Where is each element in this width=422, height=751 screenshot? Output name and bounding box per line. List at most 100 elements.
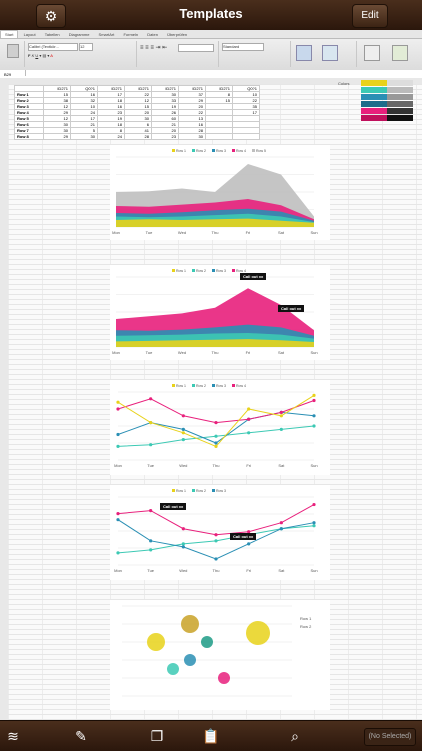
legend-swatch — [172, 149, 175, 152]
data-point — [247, 407, 251, 411]
color-swatch[interactable] — [361, 87, 387, 93]
x-tick-label: Wed — [178, 350, 186, 355]
x-tick-label: Thu — [212, 350, 219, 355]
table-cell[interactable]: 30 — [70, 133, 98, 140]
chart-bubble[interactable]: Row 1 Row 2 — [110, 600, 330, 710]
line-chart-1-svg: Mon Tue Wed Thu Fri Sat Sun Row 1 Row 2 Row 3 Row … — [114, 384, 318, 468]
font-group: Calibri (Textkör... 12 F K U ▾ ▤ ▾ A — [26, 41, 137, 67]
selection-status[interactable]: (No Selected) — [364, 728, 416, 746]
data-point — [116, 407, 120, 411]
legend-label: Row 4 — [236, 149, 246, 153]
ribbon: Start Layout Tabellen Diagramme SmartArt… — [0, 30, 422, 71]
data-point — [214, 557, 218, 561]
data-point — [247, 542, 251, 546]
format-buttons[interactable]: F K U ▾ ▤ ▾ A — [28, 53, 53, 58]
data-point — [181, 414, 185, 418]
table-cell[interactable]: Row 8 — [14, 133, 44, 140]
font-size-select[interactable]: 12 — [79, 43, 93, 51]
table-cell[interactable] — [205, 133, 233, 140]
color-swatch[interactable] — [361, 115, 387, 121]
settings-gear-icon[interactable]: ⚙ — [36, 4, 66, 28]
color-swatch[interactable] — [387, 115, 413, 121]
tab-start[interactable]: Start — [0, 30, 19, 38]
color-swatch[interactable] — [387, 94, 413, 100]
conditional-format-icon[interactable] — [296, 45, 312, 61]
tab-data[interactable]: Daten — [147, 32, 158, 37]
legend-label: Row 3 — [216, 489, 226, 493]
design-icon[interactable] — [392, 45, 408, 61]
tab-layout[interactable]: Layout — [23, 32, 36, 37]
tab-smartart[interactable]: SmartArt — [98, 32, 115, 37]
data-point — [149, 548, 153, 552]
edit-button[interactable]: Edit — [352, 4, 388, 28]
data-point — [279, 527, 283, 531]
tab-tables[interactable]: Tabellen — [44, 32, 60, 37]
cells-group — [358, 41, 420, 67]
font-name-select[interactable]: Calibri (Textkör... — [28, 43, 78, 51]
table-row: Row 5 12 17 19 30 60 13 — [14, 115, 260, 122]
legend-swatch — [192, 269, 195, 272]
alignment-buttons[interactable]: ≡ ≡ ≡ ⇥ ⇤ — [140, 45, 168, 51]
table-cell[interactable]: 24 — [97, 133, 125, 140]
legend-swatch — [212, 489, 215, 492]
color-swatch[interactable] — [361, 80, 387, 86]
color-swatch[interactable] — [387, 87, 413, 93]
bubble-point — [246, 621, 270, 645]
legend-swatch — [232, 269, 235, 272]
wifi-icon[interactable]: ≋ — [7, 728, 19, 744]
cell-reference[interactable]: B29 — [4, 72, 12, 77]
data-point — [116, 432, 120, 437]
data-point — [279, 521, 283, 525]
actions-icon[interactable] — [364, 45, 380, 61]
legend-label: Row 1 — [176, 269, 186, 273]
x-tick-label: Sun — [310, 568, 317, 573]
data-point — [181, 542, 185, 546]
chart-line-2[interactable]: Mon Tue Wed Thu Fri Sat Sun Row 1 Row 2 Row 3 Cal… — [110, 485, 330, 580]
line-series — [117, 398, 315, 424]
table-cell[interactable]: 30 — [178, 133, 206, 140]
clipboard-group — [2, 41, 25, 67]
legend-label: Row 4 — [236, 269, 246, 273]
bubble-point — [181, 615, 199, 633]
pencil-icon[interactable]: ✎ — [75, 728, 87, 744]
wrap-text-button[interactable] — [178, 44, 214, 52]
tab-review[interactable]: Überprüfen — [167, 32, 188, 37]
number-format-select[interactable]: Standard — [222, 43, 264, 51]
formula-input[interactable] — [25, 70, 407, 76]
bubble-point — [201, 636, 213, 648]
copy-icon[interactable]: ❐ — [150, 728, 164, 744]
color-swatch[interactable] — [361, 108, 387, 114]
color-swatch[interactable] — [387, 101, 413, 107]
data-point — [247, 417, 251, 421]
bubble-point — [147, 633, 165, 651]
tab-charts[interactable]: Diagramme — [68, 32, 90, 37]
color-swatch[interactable] — [387, 80, 413, 86]
chart-area-2[interactable]: Mon Tue Wed Thu Fri Sat Sun Row 1 Row 2 Row 3 Row … — [110, 265, 330, 360]
legend-label: Row 4 — [236, 384, 246, 388]
legend-label: Row 3 — [216, 149, 226, 153]
data-point — [149, 421, 153, 425]
data-table: ID271 Q0?1 ID271 ID271 ID271 ID271 ID271… — [14, 85, 260, 140]
data-point — [181, 545, 185, 549]
chart-line-1[interactable]: Mon Tue Wed Thu Fri Sat Sun Row 1 Row 2 Row 3 Row … — [110, 380, 330, 475]
color-swatch[interactable] — [387, 108, 413, 114]
table-cell[interactable] — [232, 133, 260, 140]
paste-icon[interactable] — [7, 44, 19, 58]
color-swatch[interactable] — [361, 101, 387, 107]
search-document-icon[interactable]: ⌕ — [291, 728, 299, 744]
data-point — [247, 530, 251, 534]
bubble-point — [184, 654, 196, 666]
tab-formulas[interactable]: Formeln — [123, 32, 139, 37]
data-point — [214, 533, 218, 537]
data-point — [149, 539, 153, 543]
chart-area-1[interactable]: Mon Tue Wed Thu Fri Sat Sun Row 1 Row 2 Row 3 Row … — [110, 145, 330, 240]
color-swatch[interactable] — [361, 94, 387, 100]
table-cell[interactable]: 28 — [124, 133, 152, 140]
clipboard-icon[interactable]: 📋 — [202, 728, 220, 744]
format-templates-icon[interactable] — [322, 45, 338, 61]
x-tick-label: Mon — [114, 463, 122, 468]
line-series — [117, 504, 315, 536]
table-cell[interactable]: 29 — [43, 133, 71, 140]
table-cell[interactable]: 23 — [151, 133, 179, 140]
x-tick-label: Sun — [310, 463, 317, 468]
